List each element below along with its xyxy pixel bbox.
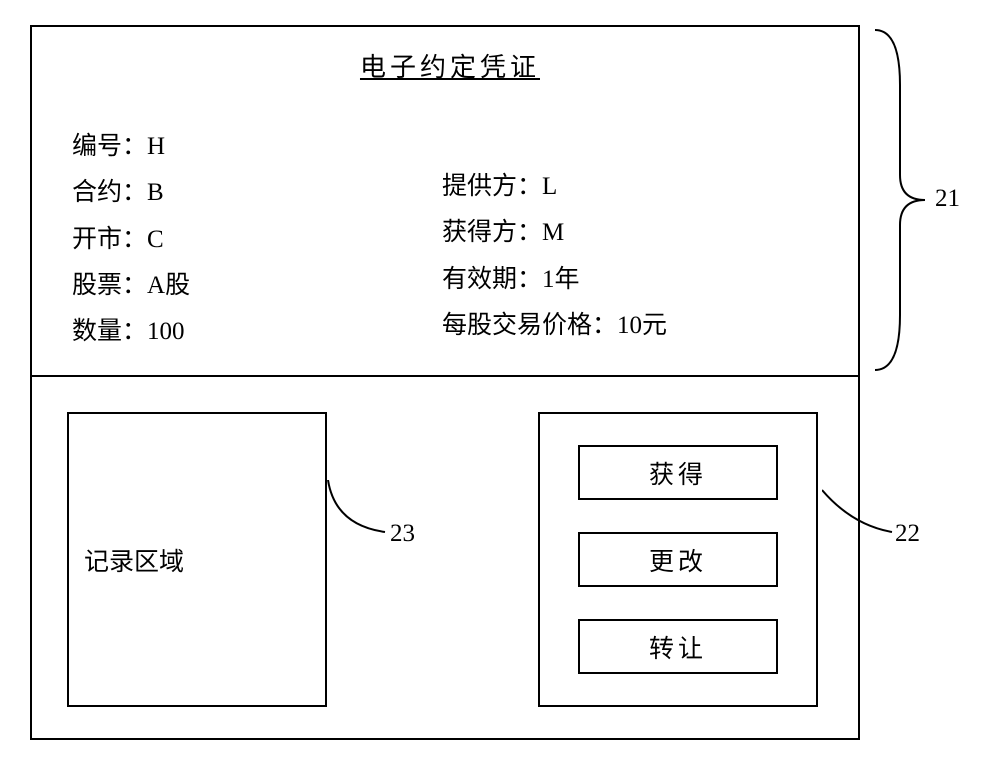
info-columns: 编号：H 合约：B 开市：C 股票：A股 数量：100 提供方：L 获得方：M … bbox=[72, 114, 828, 355]
bottom-section: 记录区域 获得 更改 转让 bbox=[32, 377, 858, 738]
callout-21-label: 21 bbox=[935, 185, 960, 213]
info-column-right: 提供方：L 获得方：M 有效期：1年 每股交易价格：10元 bbox=[442, 114, 828, 355]
action-panel: 获得 更改 转让 bbox=[538, 412, 818, 707]
info-column-left: 编号：H 合约：B 开市：C 股票：A股 数量：100 bbox=[72, 114, 442, 355]
field-validity: 有效期：1年 bbox=[442, 257, 828, 303]
field-price: 每股交易价格：10元 bbox=[442, 303, 828, 349]
modify-button[interactable]: 更改 bbox=[578, 532, 778, 587]
field-quantity: 数量：100 bbox=[72, 309, 442, 355]
field-provider: 提供方：L bbox=[442, 164, 828, 210]
record-area-label: 记录区域 bbox=[84, 542, 184, 578]
field-contract: 合约：B bbox=[72, 170, 442, 216]
callout-22-leader bbox=[822, 480, 902, 550]
field-market: 开市：C bbox=[72, 217, 442, 263]
callout-23-leader bbox=[300, 480, 390, 550]
record-area: 记录区域 bbox=[67, 412, 327, 707]
voucher-title: 电子约定凭证 bbox=[72, 47, 828, 84]
voucher-container: 电子约定凭证 编号：H 合约：B 开市：C 股票：A股 数量：100 提供方：L… bbox=[30, 25, 860, 740]
info-section: 电子约定凭证 编号：H 合约：B 开市：C 股票：A股 数量：100 提供方：L… bbox=[32, 27, 858, 377]
callout-21-brace bbox=[865, 25, 935, 375]
callout-23-label: 23 bbox=[390, 520, 415, 548]
transfer-button[interactable]: 转让 bbox=[578, 619, 778, 674]
obtain-button[interactable]: 获得 bbox=[578, 445, 778, 500]
callout-22-label: 22 bbox=[895, 520, 920, 548]
field-id: 编号：H bbox=[72, 124, 442, 170]
field-stock: 股票：A股 bbox=[72, 263, 442, 309]
canvas: 电子约定凭证 编号：H 合约：B 开市：C 股票：A股 数量：100 提供方：L… bbox=[0, 0, 1000, 763]
field-receiver: 获得方：M bbox=[442, 210, 828, 256]
